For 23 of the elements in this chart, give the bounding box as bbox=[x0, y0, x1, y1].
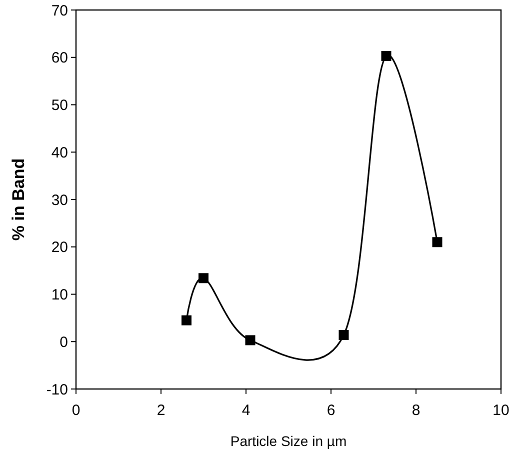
x-tick-label: 8 bbox=[412, 402, 420, 419]
x-tick-label: 6 bbox=[326, 402, 336, 419]
x-tick-label: 10 bbox=[492, 402, 510, 419]
y-tick-label: 20 bbox=[51, 239, 68, 256]
y-tick-label: 30 bbox=[51, 192, 68, 209]
y-tick-label: -10 bbox=[46, 381, 68, 398]
x-axis-title: Particle Size in µm bbox=[230, 433, 347, 449]
point bbox=[182, 315, 192, 326]
y-tick-label: 0 bbox=[60, 334, 68, 351]
x-tick-label: 4 bbox=[242, 402, 250, 419]
point bbox=[198, 273, 208, 284]
x-tick-label: 2 bbox=[156, 402, 166, 419]
y-tick-label: 50 bbox=[51, 97, 68, 114]
y-axis-title: % in Band bbox=[9, 158, 28, 241]
y-tick-label: 70 bbox=[51, 2, 68, 20]
point bbox=[381, 50, 392, 61]
y-tick-label: 10 bbox=[51, 286, 68, 304]
y-tick-label: 40 bbox=[51, 144, 68, 162]
y-tick-label: 60 bbox=[51, 50, 68, 67]
x-tick-label: 0 bbox=[72, 402, 80, 419]
point bbox=[338, 330, 349, 340]
point bbox=[245, 335, 256, 346]
point bbox=[432, 237, 442, 248]
